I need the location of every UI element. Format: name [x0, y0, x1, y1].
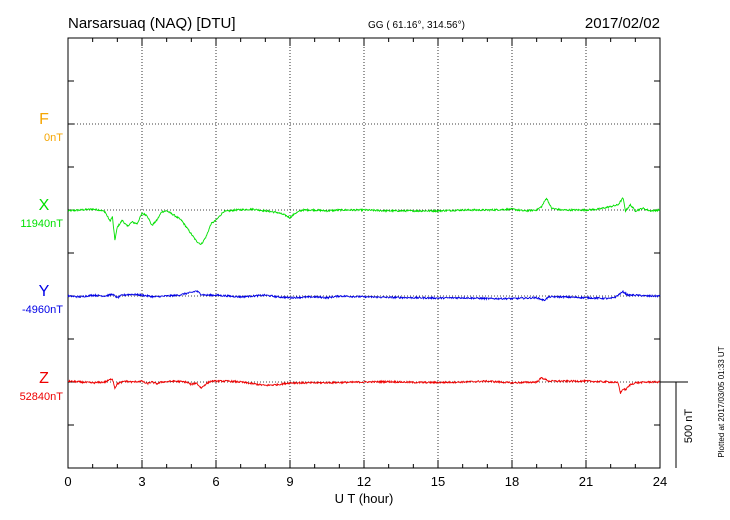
- x-tick-label-15: 15: [431, 474, 445, 489]
- x-tick-label-9: 9: [286, 474, 293, 489]
- x-tick-label-12: 12: [357, 474, 371, 489]
- x-tick-label-3: 3: [138, 474, 145, 489]
- series-line-x: [67, 197, 661, 245]
- x-tick-label-6: 6: [212, 474, 219, 489]
- plotted-note: Plotted at 2017/03/05 01:33 UT: [717, 346, 726, 457]
- channel-label-f: F: [39, 111, 49, 128]
- coordinates-label: GG ( 61.16°, 314.56°): [368, 20, 465, 31]
- series-line-y: [67, 289, 661, 302]
- baseline-label-y: -4960nT: [22, 304, 63, 316]
- plot-frame: [67, 37, 661, 469]
- x-tick-label-18: 18: [505, 474, 519, 489]
- station-title: Narsarsuaq (NAQ) [DTU]: [68, 15, 236, 32]
- grid: [68, 38, 660, 468]
- x-tick-label-0: 0: [64, 474, 71, 489]
- baseline-label-z: 52840nT: [20, 391, 64, 403]
- baseline-label-f: 0nT: [44, 132, 63, 144]
- baseline-label-x: 11940nT: [20, 218, 63, 230]
- x-tick-label-21: 21: [579, 474, 593, 489]
- x-tick-label-24: 24: [653, 474, 667, 489]
- series-layer: [67, 197, 661, 394]
- x-axis-label: U T (hour): [335, 491, 394, 506]
- channel-label-z: Z: [39, 370, 49, 387]
- axis-ticks: 0 3 6 9 12 15 18 21 24: [64, 38, 667, 489]
- channel-label-x: X: [39, 197, 50, 214]
- series-line-z: [67, 377, 661, 394]
- scale-bar-label: 500 nT: [683, 409, 695, 444]
- channel-label-y: Y: [39, 283, 50, 300]
- date-label: 2017/02/02: [585, 15, 660, 32]
